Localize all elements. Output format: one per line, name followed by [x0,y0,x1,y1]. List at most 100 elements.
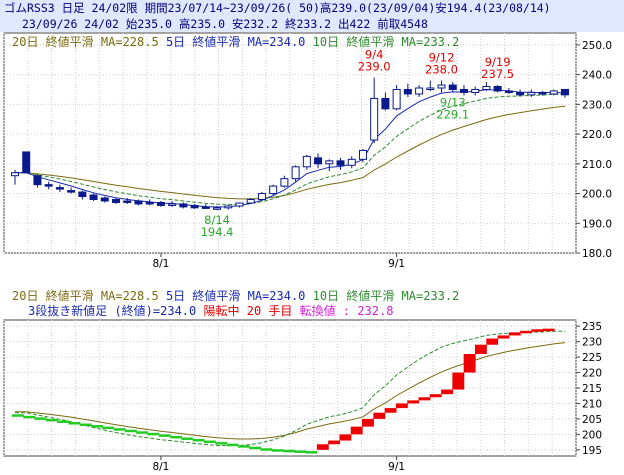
line-break-block [441,389,453,395]
candle-body [11,172,19,177]
candle-body [269,185,278,195]
line-break-block [91,425,103,428]
line-break-block [113,428,126,431]
candle-body [538,91,547,95]
line-break-block [147,432,160,436]
line-break-block [474,344,487,354]
candle-body [471,88,480,93]
line-break-block [395,403,408,409]
candle-body [100,197,109,202]
tlb-switch-value: 転換値 : 232.8 [299,304,394,318]
candle-body [370,97,379,141]
candle-body [123,200,132,203]
y-tick-label: 220.0 [582,129,612,141]
line-break-block [57,420,70,423]
line-break-block [508,332,521,336]
candle-body [381,97,390,110]
line-break-block [463,354,476,373]
line-break-block [34,417,47,420]
y-tick-label: 230 [582,337,602,349]
candle-body [493,86,502,92]
line-break-block [294,450,307,453]
line-break-block [429,394,442,398]
candle-body [78,191,87,198]
ma20-line [15,105,566,200]
candle-body [516,91,525,96]
line-break-block [350,426,363,435]
candle-body [459,88,468,93]
candle-body [415,87,424,95]
line-break-block [373,412,386,419]
y-tick-label: 225 [582,352,602,364]
y-tick-label: 200 [582,429,602,441]
y-tick-label: 230.0 [582,99,612,111]
y-tick-label: 215 [582,383,602,395]
line-break-block [215,442,228,445]
line-break-block [407,400,420,404]
annotation-date: 9/4 [365,48,384,62]
y-tick-label: 200.0 [582,189,612,201]
line-break-block [260,448,273,451]
line-break-block [124,429,137,433]
line-break-block [158,434,171,437]
legend-ma5: 5日 終値平滑 MA=234.0 [165,35,306,49]
ma10-line [15,93,566,206]
line-break-block [23,415,36,419]
candle-body [112,198,121,203]
line-break-block [102,426,115,430]
candle-body [33,175,42,186]
y-tick-label: 195 [582,445,602,457]
legend-ma20: 20日 終値平滑 MA=228.5 [12,35,159,49]
annotation-value: 237.5 [481,67,514,81]
line-break-block [79,423,92,427]
annotation-value: 194.4 [201,225,234,239]
line-break-block [328,440,341,445]
line-break-block [316,444,329,450]
line-break-block [339,434,352,441]
candle-body [235,202,244,207]
x-tick-label: 9/1 [388,258,405,270]
ma10-line-lower [15,330,566,447]
y-tick-label: 250.0 [582,40,612,52]
candle-body [55,187,64,190]
candle-body [561,88,569,96]
x-tick-label: 9/1 [388,461,405,473]
legend-ma10-lower: 10日 終値平滑 MA=233.2 [312,289,460,303]
tlb-state: 陽転中 [203,304,240,318]
line-break-block [203,440,216,444]
line-break-block [362,418,374,427]
candle-body [336,160,345,166]
line-break-block [452,372,465,390]
x-tick-label: 8/1 [152,461,169,473]
candle-body [168,203,177,206]
candle-body [213,207,222,210]
candle-body [145,201,154,205]
line-break-block [192,439,205,442]
line-break-block [486,338,499,345]
tlb-count: 20 手目 [246,304,293,318]
line-break-block [136,431,149,434]
candle-body [224,205,233,209]
candle-body [392,88,401,110]
line-break-block [520,330,533,334]
y-tick-label: 240.0 [582,70,612,82]
line-break-block [283,449,295,453]
candle-body [291,166,300,180]
candle-body [179,203,188,208]
candle-body [504,90,513,93]
annotation-date: 9/19 [485,55,511,69]
title-text: ゴムRSS3 日足 24/02限 期間23/07/14~23/09/26( 50… [4,1,551,15]
tlb-close-label: 3段抜き新値足 (終値)=234.0 [28,304,197,318]
ohlc-summary-bar: 23/09/26 24/02 始235.0 高235.0 安232.2 終233… [0,16,624,32]
line-break-block [542,328,555,332]
line-break-block [181,437,194,440]
y-tick-label: 235 [582,321,602,333]
annotation-date: 9/13 [440,95,466,109]
line-break-block [249,446,262,450]
candle-body [190,204,199,209]
line-break-block [271,449,284,452]
line-break-block [305,451,318,454]
line-break-block [12,414,24,417]
candle-body [280,178,289,187]
